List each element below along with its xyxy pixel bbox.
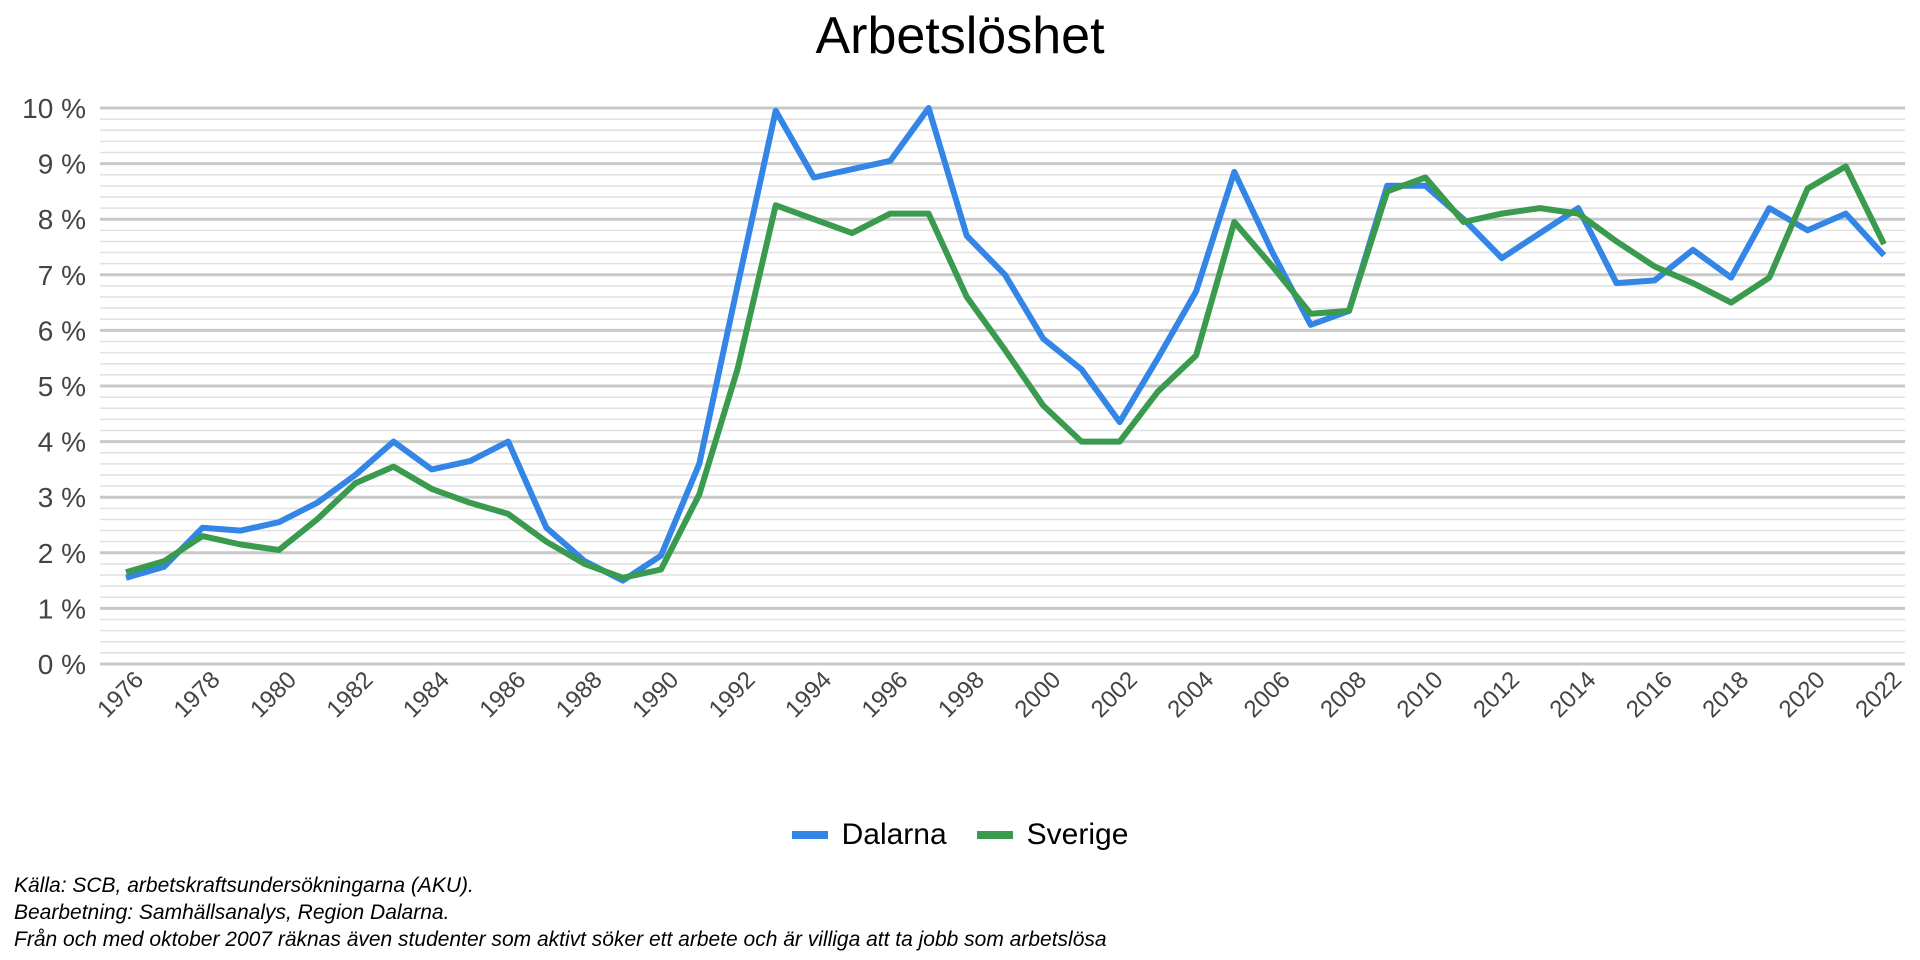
x-tick-label: 2010 bbox=[1392, 666, 1449, 723]
y-tick-label: 5 % bbox=[38, 371, 86, 402]
y-tick-label: 4 % bbox=[38, 427, 86, 458]
y-tick-label: 1 % bbox=[38, 593, 86, 624]
grid-lines bbox=[100, 106, 1905, 666]
x-axis-tick-labels: 1976 1978 1980 1982 1984 1986 1988 1990 1992 1994… bbox=[92, 666, 1907, 723]
x-tick-label: 1988 bbox=[551, 666, 608, 723]
x-tick-label: 2018 bbox=[1697, 666, 1754, 723]
y-tick-label: 7 % bbox=[38, 260, 86, 291]
legend-item-dalarna: Dalarna bbox=[791, 818, 947, 852]
x-tick-label: 1990 bbox=[627, 666, 684, 723]
series-line-sverige bbox=[125, 163, 1887, 581]
footnotes: Källa: SCB, arbetskraftsundersökningarna… bbox=[14, 872, 1107, 953]
x-tick-label: 2022 bbox=[1850, 666, 1907, 723]
y-tick-label: 8 % bbox=[38, 204, 86, 235]
x-tick-label: 1982 bbox=[322, 666, 379, 723]
footnote-processing: Bearbetning: Samhällsanalys, Region Dala… bbox=[14, 901, 450, 924]
x-tick-label: 2012 bbox=[1468, 666, 1525, 723]
x-tick-label: 1984 bbox=[398, 666, 455, 723]
x-tick-label: 2006 bbox=[1239, 666, 1296, 723]
x-tick-label: 2002 bbox=[1086, 666, 1143, 723]
y-tick-label: 9 % bbox=[38, 149, 86, 180]
x-tick-label: 1976 bbox=[92, 666, 149, 723]
x-tick-label: 2004 bbox=[1162, 666, 1219, 723]
y-tick-label: 3 % bbox=[38, 482, 86, 513]
x-tick-label: 1986 bbox=[474, 666, 531, 723]
x-tick-label: 2016 bbox=[1621, 666, 1678, 723]
series-lines bbox=[125, 105, 1887, 584]
x-tick-label: 2014 bbox=[1545, 666, 1602, 723]
x-tick-label: 2020 bbox=[1774, 666, 1831, 723]
legend-label-sverige: Sverige bbox=[1026, 818, 1129, 851]
x-tick-label: 1994 bbox=[780, 666, 837, 723]
y-tick-label: 6 % bbox=[38, 315, 86, 346]
legend-label-dalarna: Dalarna bbox=[841, 818, 947, 851]
x-tick-label: 1996 bbox=[857, 666, 914, 723]
legend-swatch-sverige bbox=[976, 831, 1013, 839]
legend-item-sverige: Sverige bbox=[976, 818, 1129, 852]
x-tick-label: 2000 bbox=[1009, 666, 1066, 723]
y-tick-label: 10 % bbox=[22, 93, 86, 124]
series-line-dalarna bbox=[125, 105, 1887, 584]
x-tick-label: 2008 bbox=[1315, 666, 1372, 723]
footnote-source: Källa: SCB, arbetskraftsundersökningarna… bbox=[14, 874, 474, 897]
legend: Dalarna Sverige bbox=[0, 818, 1920, 852]
x-tick-label: 1978 bbox=[169, 666, 226, 723]
y-tick-label: 2 % bbox=[38, 538, 86, 569]
x-tick-label: 1998 bbox=[933, 666, 990, 723]
chart-title: Arbetslöshet bbox=[815, 7, 1105, 65]
footnote-definition-note: Från och med oktober 2007 räknas även st… bbox=[14, 928, 1107, 951]
x-tick-label: 1992 bbox=[704, 666, 761, 723]
x-tick-label: 1980 bbox=[245, 666, 302, 723]
y-tick-label: 0 % bbox=[38, 649, 86, 680]
legend-swatch-dalarna bbox=[791, 831, 828, 839]
y-axis-tick-labels: 0 % 1 % 2 % 3 % 4 % 5 % 6 % 7 % 8 % 9 % 10 % bbox=[22, 93, 86, 680]
